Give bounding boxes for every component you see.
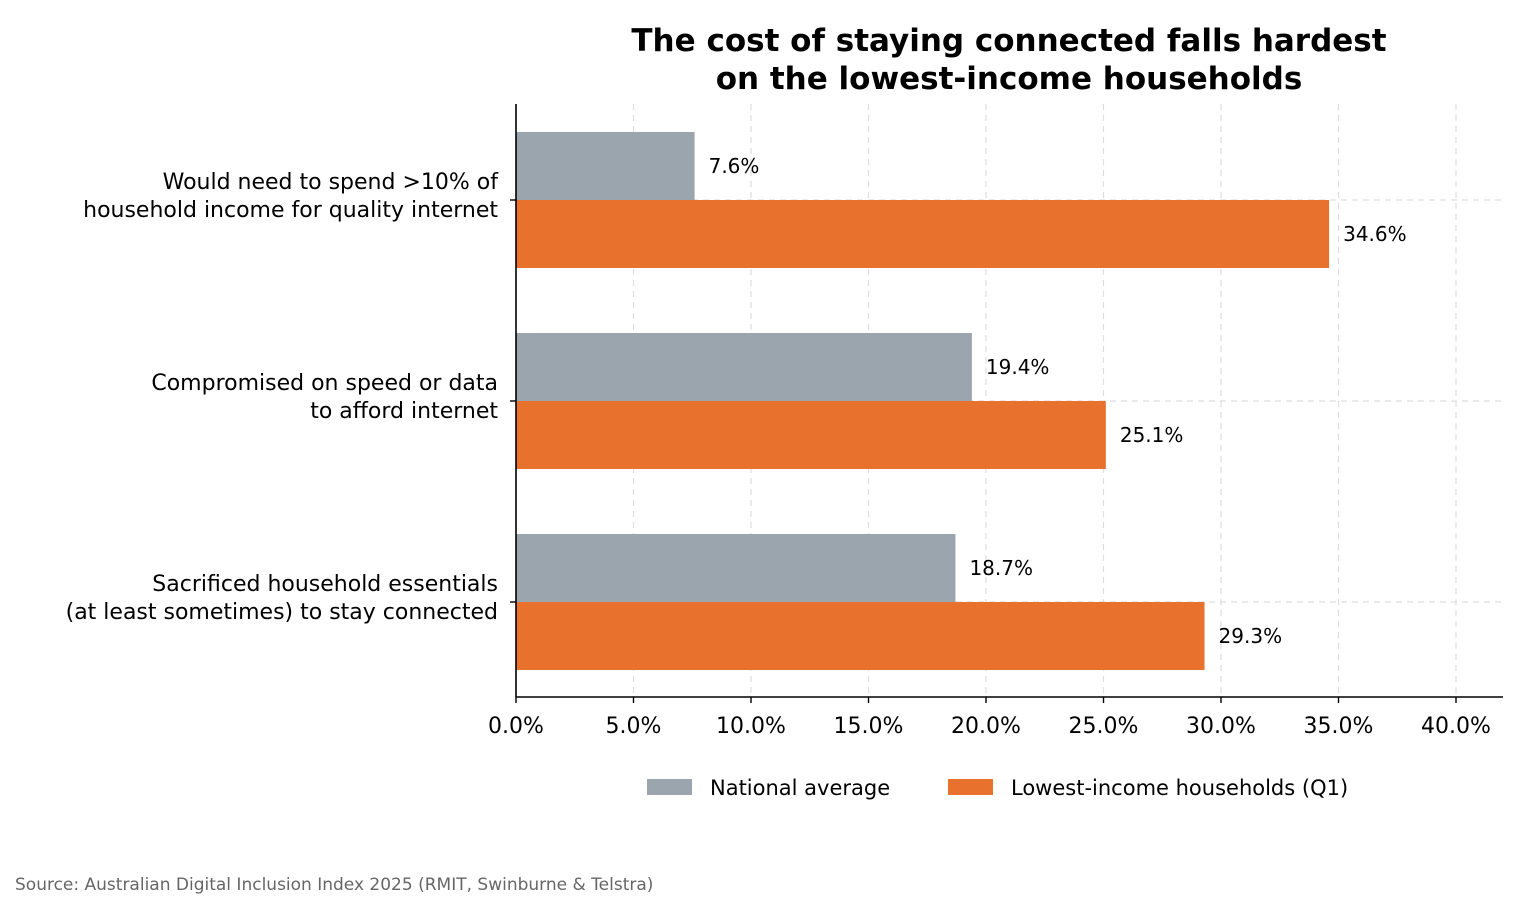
axes: 0.0% 5.0% 10.0% 15.0% 20.0% 25.0% 30.0% 35.0% 40… xyxy=(488,104,1503,739)
data-label-q1-2: 29.3% xyxy=(1219,624,1283,648)
legend-label-q1: Lowest-income households (Q1) xyxy=(1011,776,1348,800)
bars xyxy=(516,132,1330,670)
bar-q1-2 xyxy=(516,602,1205,670)
category-label-2-line-0: Sacrificed household essentials xyxy=(152,572,498,597)
chart-title-line-2: on the lowest-income households xyxy=(716,61,1303,97)
data-label-national-1: 19.4% xyxy=(986,355,1050,379)
bar-national-1 xyxy=(516,333,972,401)
bar-national-0 xyxy=(516,132,695,200)
x-tick-label-5: 25.0% xyxy=(1069,714,1139,739)
legend: National average Lowest-income households… xyxy=(647,776,1348,800)
legend-swatch-q1 xyxy=(948,779,993,795)
category-label-0-line-0: Would need to spend >10% of xyxy=(163,170,500,195)
legend-label-national: National average xyxy=(710,776,890,800)
source-note: Source: Australian Digital Inclusion Ind… xyxy=(15,875,653,895)
x-tick-label-8: 40.0% xyxy=(1421,714,1491,739)
x-tick-label-1: 5.0% xyxy=(606,714,662,739)
x-tick-label-6: 30.0% xyxy=(1186,714,1256,739)
data-label-q1-0: 34.6% xyxy=(1343,222,1407,246)
category-label-2-line-1: (at least sometimes) to stay connected xyxy=(66,600,498,625)
x-tick-label-3: 15.0% xyxy=(834,714,904,739)
category-label-1-line-1: to afford internet xyxy=(310,399,498,424)
bar-q1-1 xyxy=(516,401,1106,469)
bar-q1-0 xyxy=(516,200,1330,268)
labels: 7.6% 19.4% 18.7% 34.6% 25.1% 29.3% Would need … xyxy=(66,154,1407,648)
x-tick-label-7: 35.0% xyxy=(1304,714,1374,739)
x-tick-label-4: 20.0% xyxy=(951,714,1021,739)
x-tick-label-2: 10.0% xyxy=(716,714,786,739)
data-label-national-0: 7.6% xyxy=(709,154,760,178)
category-label-1-line-0: Compromised on speed or data xyxy=(151,371,498,396)
bar-national-2 xyxy=(516,534,956,602)
legend-swatch-national xyxy=(647,779,692,795)
data-label-national-2: 18.7% xyxy=(969,556,1033,580)
data-label-q1-1: 25.1% xyxy=(1120,423,1184,447)
chart-title: The cost of staying connected falls hard… xyxy=(631,23,1386,97)
category-label-0-line-1: household income for quality internet xyxy=(83,198,498,223)
chart-title-line-1: The cost of staying connected falls hard… xyxy=(631,23,1386,59)
x-tick-label-0: 0.0% xyxy=(488,714,544,739)
